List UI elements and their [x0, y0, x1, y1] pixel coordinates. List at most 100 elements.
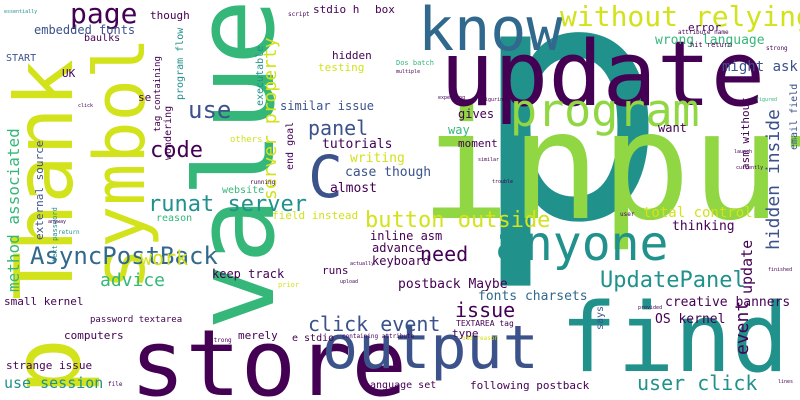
- word-se: se: [138, 91, 152, 104]
- word-merely: merely: [238, 329, 278, 342]
- word-case-though: case though: [345, 165, 432, 180]
- word-language-set: language set: [364, 380, 437, 391]
- word-update: update: [440, 22, 766, 127]
- word-store: store: [130, 310, 407, 400]
- word-total-control: total control: [643, 205, 753, 221]
- word-asm-without: asm without: [739, 97, 752, 170]
- word-gives: gives: [458, 107, 495, 121]
- word-creative-banners: creative banners: [665, 295, 791, 310]
- word-tutorials: tutorials: [322, 137, 393, 152]
- word-return: return: [58, 229, 80, 236]
- word-way: way: [448, 123, 470, 137]
- word-textarea-tag: TEXTAREA tag: [456, 319, 514, 328]
- word-runat-server: runat server: [148, 192, 307, 217]
- word-issue: issue: [455, 298, 516, 322]
- word-small-kernel: small kernel: [4, 295, 84, 308]
- word-finished: finished: [768, 267, 793, 273]
- word-containing-attribute: containing attribute: [342, 333, 415, 340]
- word-wondering: wondering: [163, 105, 174, 160]
- word-embedded-fonts: embedded fonts: [34, 23, 136, 37]
- word-website: website: [222, 185, 265, 196]
- word-provided: provided: [638, 305, 663, 311]
- word-type: type: [452, 327, 479, 340]
- word-asyncpostback: AsyncPostBack: [30, 242, 218, 270]
- word-almost: almost: [330, 181, 377, 196]
- word-input: input: [420, 80, 800, 254]
- word-thinking: thinking: [672, 219, 735, 234]
- word-e-stdio: e stdio: [292, 333, 335, 344]
- word-testing: testing: [318, 61, 365, 74]
- word-os-kernel: OS kernel: [655, 312, 726, 327]
- word-error: error: [688, 21, 722, 34]
- word-postback-maybe: postback Maybe: [398, 277, 508, 292]
- word-wrong-language: wrong language: [655, 33, 765, 48]
- word-know: know: [418, 0, 563, 65]
- word-anyone: anyone: [495, 216, 669, 272]
- word-expecting: expecting: [438, 95, 466, 101]
- word-email-field: email field: [789, 83, 800, 150]
- word-c: C: [308, 143, 343, 211]
- word-updatepanel: UpdatePanel: [600, 268, 746, 293]
- word-password-textarea: password textarea: [90, 315, 183, 325]
- word-panel: panel: [308, 116, 369, 140]
- word-user: user: [620, 211, 635, 218]
- word-trouble: trouble: [492, 179, 514, 185]
- word-file: file: [108, 381, 123, 388]
- word-similar: similar: [478, 157, 500, 163]
- word-actually: actually: [350, 261, 375, 267]
- word-computers: computers: [64, 329, 124, 342]
- word-page: page: [70, 0, 138, 30]
- word-want: want: [658, 121, 687, 135]
- word-might-ask: might ask: [722, 59, 798, 75]
- word-baulks: baulks: [84, 33, 121, 44]
- word-need: need: [420, 242, 469, 266]
- word-end-goal: end goal: [285, 121, 296, 170]
- word-output: output: [322, 313, 539, 383]
- word-use: use: [188, 96, 232, 124]
- word-hidden-inside: hidden inside: [763, 109, 784, 250]
- word-dos-batch: Dos batch: [396, 59, 434, 67]
- word-multiple: multiple: [396, 69, 421, 75]
- word-launch: launch: [734, 149, 753, 155]
- word-currently: currently: [736, 165, 764, 171]
- word-figured: figured: [756, 97, 778, 103]
- word-button-outside: button outside: [365, 208, 551, 233]
- word-strong-bottom: strong: [210, 337, 232, 344]
- word-work: work: [140, 246, 189, 270]
- word-method-associated: method associated: [4, 128, 23, 292]
- word-says: says: [595, 305, 606, 330]
- word-start: START: [6, 53, 37, 64]
- word-hidden: hidden: [332, 49, 372, 62]
- word-similar-issue: similar issue: [280, 99, 374, 113]
- word-use-session: use session: [4, 374, 104, 392]
- word-anyway: anyway: [48, 219, 67, 225]
- word-reason: reason: [156, 213, 193, 224]
- word-hit-return: hit return: [690, 41, 733, 49]
- word-advice: advice: [100, 270, 166, 291]
- word-running: running: [250, 179, 276, 186]
- word-tag-containing: tag containing: [153, 56, 163, 132]
- word-click: click: [78, 103, 94, 109]
- word-fonts-charsets: fonts charsets: [478, 289, 588, 304]
- word-box: box: [375, 3, 395, 16]
- word-program-flow: program flow: [175, 27, 186, 100]
- word-external-source: external source: [33, 140, 46, 240]
- word-runs: runs: [322, 264, 349, 277]
- word-user-click: user click: [637, 371, 758, 395]
- word-upload: upload: [340, 279, 359, 285]
- word-lines: lines: [778, 379, 794, 385]
- word-click-event: click event: [308, 312, 441, 336]
- word-update-small: update: [738, 239, 756, 294]
- word-moment: moment: [458, 137, 498, 150]
- word-following-postback: following postback: [470, 379, 590, 392]
- word-strange-issue: strange issue: [6, 359, 93, 372]
- word-script: script: [288, 11, 310, 18]
- word-odd-reason: odd reason: [462, 335, 499, 342]
- word-keep-track: keep track: [212, 267, 285, 281]
- word-essentially: essentially: [4, 9, 38, 15]
- word-inline-asm: inline asm: [370, 229, 443, 243]
- word-strong-right: strong: [766, 45, 788, 52]
- word-find: find: [560, 284, 789, 394]
- word-keyboard: keyboard: [372, 254, 430, 268]
